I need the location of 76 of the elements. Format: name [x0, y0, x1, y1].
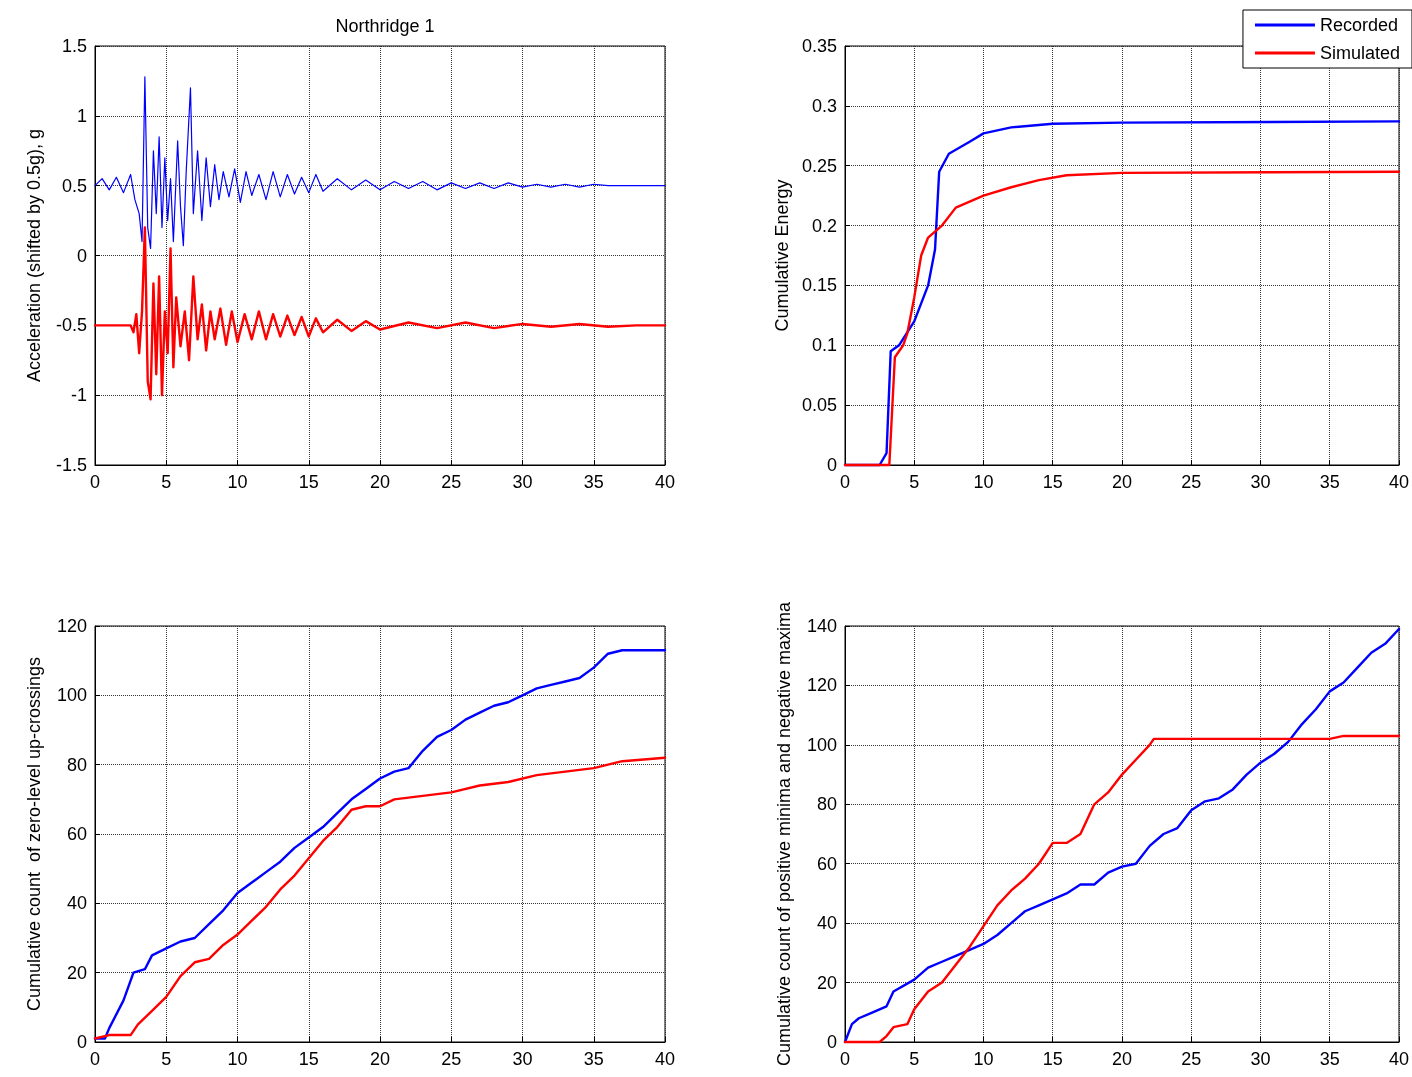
- y-axis-title: Cumulative count of zero-level up-crossings: [24, 656, 44, 1012]
- y-tick-label: 0.3: [811, 95, 837, 116]
- x-tick-label: 25: [1181, 1049, 1202, 1069]
- x-tick-label: 5: [161, 472, 172, 492]
- y-tick-label: 1.5: [61, 36, 87, 56]
- x-tick-label: 40: [1388, 1049, 1409, 1069]
- y-tick-label: 120: [806, 675, 837, 696]
- x-tick-label: 30: [1250, 472, 1271, 492]
- y-axis-title: Cumulative Energy: [772, 179, 793, 332]
- x-tick-label: 15: [298, 1049, 319, 1069]
- y-tick-label: 60: [816, 853, 837, 874]
- x-tick-label: 5: [909, 472, 920, 492]
- legend-label: Recorded: [1319, 15, 1398, 35]
- x-tick-label: 40: [654, 472, 676, 492]
- x-tick-label: 10: [227, 472, 248, 492]
- x-tick-label: 15: [1042, 1049, 1063, 1069]
- y-tick-label: 0.1: [811, 335, 837, 356]
- y-tick-label: 100: [806, 734, 837, 755]
- x-tick-label: 25: [441, 1049, 462, 1069]
- y-tick-label: -1: [70, 385, 87, 406]
- y-tick-label: 0.25: [801, 155, 837, 176]
- x-tick-label: 30: [512, 472, 533, 492]
- line-series: [94, 76, 666, 250]
- y-axis-title: Acceleration (shifted by 0.5g), g: [24, 128, 44, 383]
- x-tick-label: 40: [654, 1049, 676, 1069]
- x-tick-label: 20: [369, 472, 391, 492]
- y-tick-label: 0.2: [811, 215, 837, 236]
- y-tick-label: 40: [66, 893, 87, 914]
- x-tick-label: 5: [909, 1049, 920, 1069]
- y-tick-label: 80: [816, 794, 837, 815]
- y-tick-label: 0: [826, 1032, 837, 1052]
- x-tick-label: 20: [369, 1049, 391, 1069]
- chart-title: Northridge 1: [335, 16, 435, 36]
- y-tick-label: 1: [76, 105, 87, 126]
- y-tick-label: 0: [76, 1032, 87, 1052]
- y-tick-label: 0: [826, 455, 837, 475]
- y-tick-label: 0.05: [801, 395, 837, 416]
- y-tick-label: 60: [66, 824, 87, 844]
- y-tick-label: 0.35: [801, 36, 837, 56]
- x-tick-label: 0: [89, 1049, 101, 1069]
- y-tick-label: 140: [806, 616, 837, 636]
- x-tick-label: 25: [441, 472, 462, 492]
- x-tick-label: 20: [1111, 1049, 1133, 1069]
- y-tick-label: 80: [66, 754, 87, 775]
- x-tick-label: 15: [1042, 472, 1063, 492]
- x-tick-label: 10: [227, 1049, 248, 1069]
- x-tick-label: 0: [839, 1049, 851, 1069]
- y-tick-label: 20: [816, 972, 837, 993]
- x-tick-label: 5: [161, 1049, 172, 1069]
- legend-label: Simulated: [1319, 43, 1400, 63]
- x-tick-label: 35: [583, 1049, 604, 1069]
- y-tick-label: 0: [76, 245, 87, 266]
- line-series: [843, 627, 1401, 1044]
- y-tick-label: 20: [66, 962, 87, 983]
- x-tick-label: 10: [973, 472, 994, 492]
- y-tick-label: 100: [56, 685, 87, 706]
- line-series: [93, 226, 667, 401]
- x-tick-label: 15: [298, 472, 319, 492]
- x-tick-label: 35: [1319, 472, 1340, 492]
- x-tick-label: 30: [512, 1049, 533, 1069]
- x-tick-label: 0: [89, 472, 101, 492]
- y-tick-label: -0.5: [55, 315, 87, 336]
- y-tick-label: -1.5: [55, 455, 87, 475]
- y-axis-title: Cumulative count of positive minima and negative maxima: [774, 600, 794, 1067]
- x-tick-label: 30: [1250, 1049, 1271, 1069]
- x-tick-label: 10: [973, 1049, 994, 1069]
- x-tick-label: 25: [1181, 472, 1202, 492]
- x-tick-label: 40: [1388, 472, 1409, 492]
- y-tick-label: 0.15: [801, 275, 837, 296]
- x-tick-label: 0: [839, 472, 851, 492]
- y-tick-label: 40: [816, 913, 837, 934]
- y-tick-label: 0.5: [61, 175, 87, 196]
- y-tick-label: 120: [56, 616, 87, 636]
- x-tick-label: 35: [1319, 1049, 1340, 1069]
- x-tick-label: 35: [583, 472, 604, 492]
- x-tick-label: 20: [1111, 472, 1133, 492]
